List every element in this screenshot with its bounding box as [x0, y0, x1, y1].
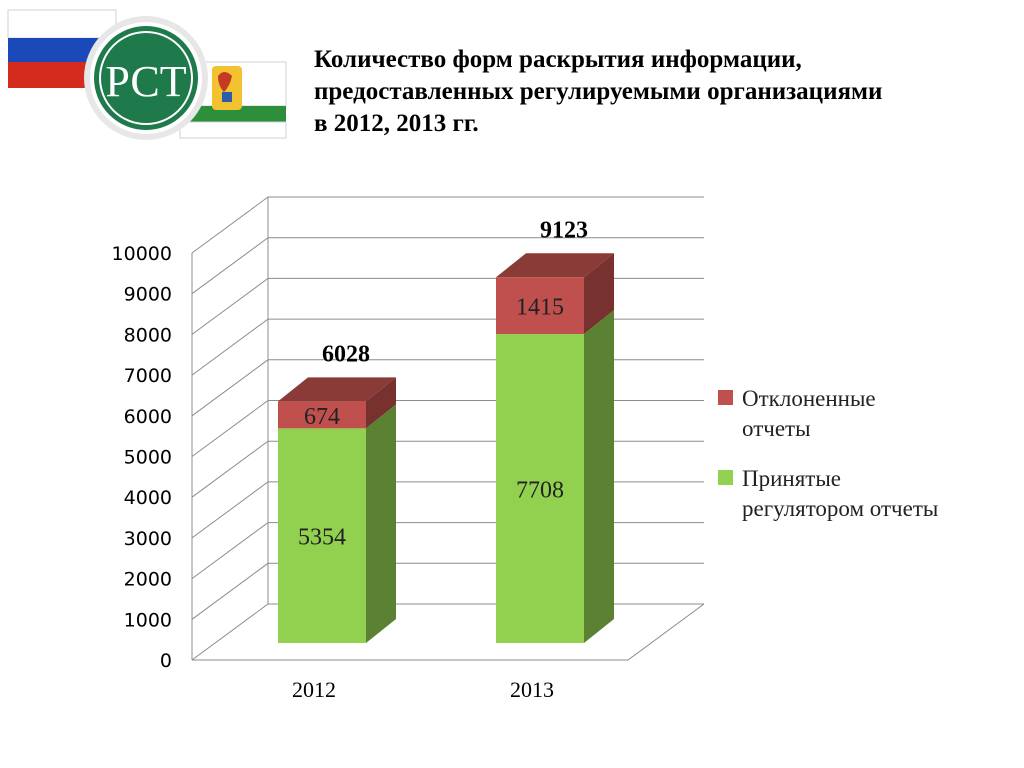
y-tick-label: 10000 [112, 243, 172, 265]
y-tick-label: 3000 [124, 528, 172, 550]
legend-item-accepted: Принятые регулятором отчеты [718, 464, 1008, 524]
legend-label-accepted-line-2: регулятором отчеты [742, 496, 939, 521]
legend-label-rejected-line-2: отчеты [742, 416, 811, 441]
gridline [191, 603, 704, 661]
gridline [191, 400, 704, 457]
rst-emblem-icon: РСТ [84, 16, 208, 140]
y-tick-label: 8000 [124, 324, 172, 346]
bar-front [496, 277, 584, 334]
gridline [191, 481, 704, 539]
legend-label-rejected-line-1: Отклоненные [742, 386, 876, 411]
bar-front [496, 333, 584, 643]
gridline [191, 237, 704, 295]
header-logos: РСТ [7, 9, 287, 140]
y-tick-label: 9000 [124, 284, 172, 306]
x-tick-label: 2013 [510, 677, 554, 702]
x-tick-label: 2012 [292, 677, 336, 702]
bar-side [584, 253, 614, 334]
bar-top [278, 377, 396, 402]
bar-value-label: 5354 [298, 525, 346, 551]
total-label: 9123 [540, 217, 588, 243]
y-tick-label: 2000 [124, 569, 172, 591]
bar-front [278, 428, 366, 643]
legend-swatch-accepted [718, 470, 733, 485]
y-tick-label: 6000 [124, 406, 172, 428]
bar-side [366, 377, 396, 429]
y-tick-label: 4000 [124, 487, 172, 509]
floor-edge [627, 603, 705, 661]
y-tick-label: 5000 [124, 447, 172, 469]
gridline [191, 196, 704, 254]
bar-side [366, 404, 396, 643]
gridline [191, 440, 704, 498]
total-label: 6028 [322, 341, 370, 367]
bar-side [584, 309, 614, 643]
slide-title: Количество форм раскрытия информации, пр… [314, 44, 994, 140]
gridline [191, 318, 704, 376]
bar-value-label: 1415 [516, 295, 564, 321]
bar-value-label: 7708 [516, 477, 564, 503]
y-tick-label: 7000 [124, 365, 172, 387]
gridline [191, 277, 704, 335]
y-tick-label: 1000 [124, 609, 172, 631]
legend-item-rejected: Отклоненные отчеты [718, 384, 1008, 444]
logo-text: РСТ [105, 57, 186, 106]
legend-swatch-rejected [718, 390, 733, 405]
chart-legend: Отклоненные отчеты Принятые регулятором … [718, 384, 1008, 544]
title-line-1: Количество форм раскрытия информации, [314, 46, 802, 73]
title-line-2: предоставленных регулируемыми организаци… [314, 78, 883, 105]
gridline [191, 522, 704, 580]
legend-label-accepted-line-1: Принятые [742, 466, 842, 491]
bar-top [496, 253, 614, 278]
bar-front [278, 401, 366, 429]
bar-value-label: 674 [304, 404, 340, 430]
y-tick-label: 0 [160, 650, 172, 672]
gridline [191, 359, 704, 417]
title-line-3: в 2012, 2013 гг. [314, 110, 479, 137]
gridline [191, 562, 704, 620]
